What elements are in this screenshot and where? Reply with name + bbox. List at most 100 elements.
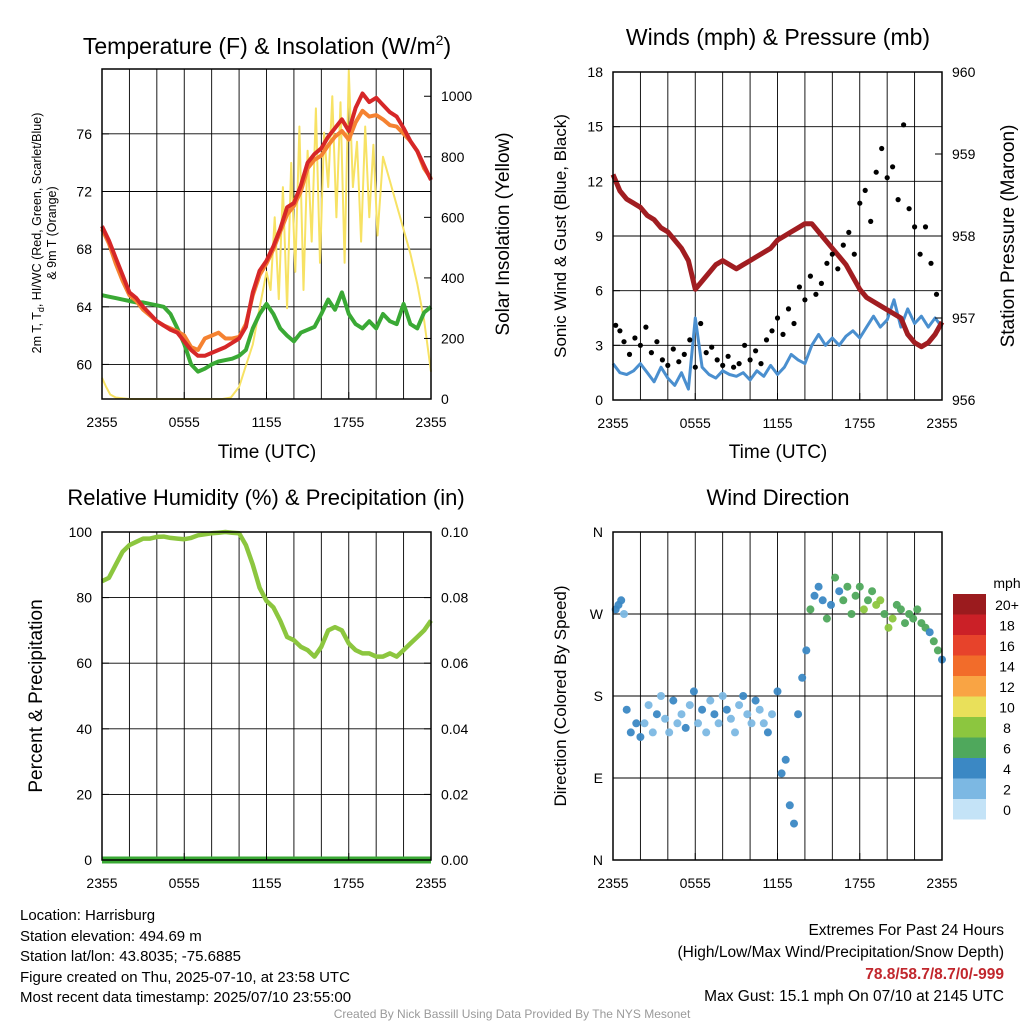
legend-label: 18 [999, 618, 1015, 634]
gust-point [835, 266, 841, 272]
y-tick-label-left: 18 [587, 64, 603, 80]
direction-point [755, 705, 764, 714]
direction-point [710, 710, 719, 719]
y-tick-label-right: 800 [441, 149, 465, 165]
direction-point [802, 646, 811, 655]
winds-ylabel-left: Sonic Wind & Gust (Blue, Black) [551, 114, 570, 358]
series-line-relative-humidity [101, 529, 433, 659]
gust-point [742, 342, 748, 348]
humidity-title: Relative Humidity (%) & Precipitation (i… [67, 485, 464, 510]
y-tick-label-right: 400 [441, 270, 465, 286]
y-tick-label-right: 0.06 [441, 655, 468, 671]
max-gust: Max Gust: 15.1 mph On 07/10 at 2145 UTC [704, 988, 1004, 1005]
x-tick-label: 2355 [926, 875, 957, 891]
recent-timestamp: Most recent data timestamp: 2025/07/10 2… [20, 989, 352, 1006]
gust-point [753, 348, 759, 354]
direction-point [698, 705, 707, 714]
y-tick-label-left: 60 [76, 356, 92, 372]
gust-point [720, 362, 726, 368]
x-tick-label: 1755 [844, 415, 875, 431]
y-tick-label-right: 956 [952, 392, 976, 408]
series-line-sonic-wind [611, 298, 944, 391]
legend-label: 12 [999, 679, 1015, 695]
gust-point [829, 251, 835, 257]
direction-point [810, 591, 819, 600]
gust-point [709, 344, 715, 350]
humidity-ylabel-left: Percent & Precipitation [26, 599, 47, 792]
direction-point [880, 610, 889, 618]
y-tick-label-right: 959 [952, 146, 976, 162]
gust-point [890, 164, 896, 170]
y-tick-label-left: E [594, 770, 603, 786]
legend-swatch [953, 594, 986, 615]
gust-point [769, 328, 775, 334]
direction-point [665, 728, 674, 737]
gust-point [626, 351, 633, 357]
gust-point [857, 200, 863, 206]
direction-point [747, 719, 756, 728]
x-tick-label: 0555 [169, 875, 200, 891]
direction-point [714, 719, 723, 728]
wind-direction-ylabel: Direction (Colored By Speed) [551, 585, 570, 806]
y-tick-label-right: 0.08 [441, 590, 468, 606]
legend-swatch [953, 696, 986, 717]
figure-created: Figure created on Thu, 2025-07-10, at 23… [20, 968, 350, 986]
speed-legend: mph 20+ 18 16 14 12 10 8 6 4 2 0 [953, 575, 1021, 820]
direction-point [735, 701, 744, 710]
station-location: Location: Harrisburg [20, 907, 156, 924]
direction-point [868, 587, 877, 596]
gust-point [670, 346, 676, 352]
y-tick-label-left: 80 [76, 590, 92, 606]
legend-swatch [953, 614, 986, 635]
direction-point [909, 614, 918, 623]
y-tick-label-left: 3 [595, 337, 603, 353]
direction-point [785, 801, 794, 810]
station-info: Location: Harrisburg Station elevation: … [20, 906, 351, 1009]
gust-point [665, 362, 671, 368]
y-tick-label-right: 0.00 [441, 852, 468, 868]
direction-point [896, 605, 905, 614]
legend-label: 0 [1003, 802, 1011, 818]
y-tick-label-right: 0.10 [441, 524, 468, 540]
y-tick-label-left: 72 [76, 183, 92, 199]
legend-label: 4 [1003, 761, 1011, 777]
gust-point [698, 320, 704, 327]
gust-point [917, 251, 923, 257]
y-tick-label-left: 76 [76, 126, 92, 142]
gust-point [933, 291, 940, 297]
direction-point [763, 728, 772, 737]
legend-swatch [953, 778, 986, 799]
gust-point [681, 351, 687, 357]
direction-point [781, 755, 790, 764]
direction-point [884, 623, 893, 632]
gust-point [895, 197, 901, 203]
gust-point [884, 175, 890, 181]
y-tick-label-left: 68 [76, 241, 92, 257]
direction-point [657, 692, 665, 700]
gust-point [676, 359, 682, 365]
gust-point [725, 353, 731, 359]
direction-point [855, 582, 864, 591]
gust-point [736, 361, 742, 367]
x-tick-label: 1755 [333, 875, 364, 891]
direction-point [722, 705, 731, 714]
x-tick-label: 2355 [926, 415, 957, 431]
gust-point [802, 297, 808, 303]
direction-point [617, 596, 626, 605]
direction-point [859, 605, 868, 614]
y-tick-label-left: 64 [76, 299, 92, 315]
station-latlon: Station lat/lon: 43.8035; -75.6885 [20, 948, 242, 965]
x-tick-label: 2355 [597, 875, 628, 891]
gust-point [807, 273, 814, 279]
y-tick-label-left: 40 [76, 721, 92, 737]
series-line-dew-point [101, 290, 433, 374]
y-tick-label-left: 9 [595, 228, 603, 244]
direction-point [685, 701, 694, 710]
direction-point [790, 819, 798, 828]
direction-point [806, 605, 815, 614]
direction-point [673, 719, 682, 728]
legend-label: 8 [1003, 720, 1011, 736]
x-tick-label: 1155 [251, 875, 281, 891]
gust-point [648, 350, 655, 356]
x-tick-label: 0555 [680, 415, 711, 431]
